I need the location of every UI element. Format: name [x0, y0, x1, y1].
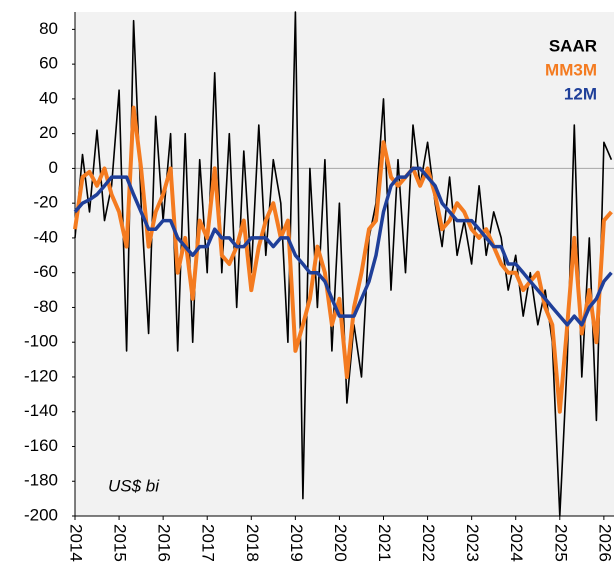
- y-tick-label: -20: [33, 193, 58, 212]
- x-tick-label: 2017: [199, 524, 218, 562]
- x-tick-label: 2021: [375, 524, 394, 562]
- y-tick-label: -100: [24, 332, 58, 351]
- y-tick-label: -200: [24, 505, 58, 524]
- y-tick-label: 80: [39, 19, 58, 38]
- y-tick-label: -140: [24, 401, 58, 420]
- x-tick-label: 2019: [287, 524, 306, 562]
- x-tick-label: 2020: [331, 524, 350, 562]
- x-tick-label: 2023: [463, 524, 482, 562]
- legend-entry: MM3M: [545, 60, 597, 79]
- x-tick-label: 2018: [243, 524, 262, 562]
- series-line: [73, 105, 613, 414]
- y-tick-label: -80: [33, 297, 58, 316]
- series-line: [73, 166, 613, 327]
- x-tick-label: 2016: [155, 524, 174, 562]
- x-tick-label: 2024: [507, 524, 526, 562]
- x-tick-label: 2015: [111, 524, 130, 562]
- y-tick-label: -120: [24, 366, 58, 385]
- y-tick-label: 0: [49, 158, 58, 177]
- x-tick-label: 2014: [67, 524, 86, 562]
- x-tick-label: 2026: [595, 524, 614, 562]
- unit-annotation: US$ bi: [108, 476, 160, 495]
- y-tick-label: -160: [24, 436, 58, 455]
- legend-entry: 12M: [564, 84, 597, 103]
- x-tick-label: 2022: [419, 524, 438, 562]
- legend-entry: SAAR: [549, 36, 597, 55]
- y-tick-label: -40: [33, 227, 58, 246]
- x-tick-label: 2025: [551, 524, 570, 562]
- y-tick-label: -180: [24, 471, 58, 490]
- y-tick-label: 40: [39, 88, 58, 107]
- y-tick-label: 60: [39, 54, 58, 73]
- plot-area: [75, 12, 614, 516]
- y-tick-label: -60: [33, 262, 58, 281]
- series-line: [74, 11, 613, 517]
- y-tick-label: 20: [39, 123, 58, 142]
